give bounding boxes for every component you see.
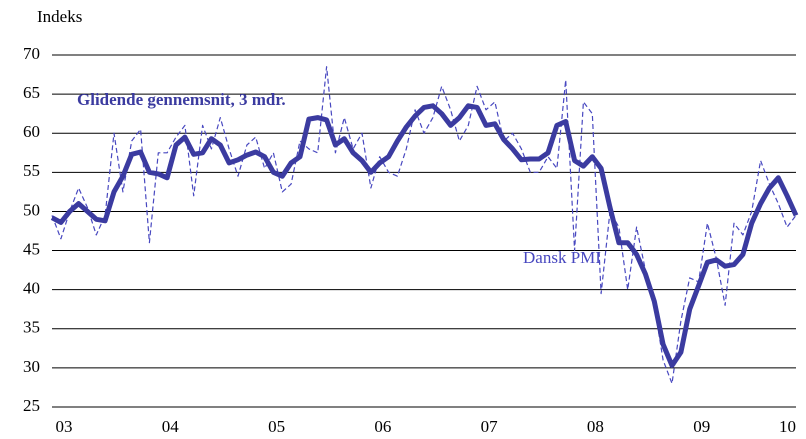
series-line: [51, 66, 797, 385]
x-tick-label: 10: [779, 417, 796, 436]
y-tick-label: 70: [23, 44, 40, 63]
x-tick-label: 06: [374, 417, 391, 436]
series-label: Glidende gennemsnit, 3 mdr.: [77, 90, 286, 109]
x-tick-label: 07: [481, 417, 499, 436]
y-tick-label: 35: [23, 318, 40, 337]
y-tick-label: 65: [23, 83, 40, 102]
y-tick-label: 50: [23, 200, 40, 219]
y-tick-label: 60: [23, 122, 40, 141]
y-tick-label: 40: [23, 279, 40, 298]
x-tick-label: 05: [268, 417, 285, 436]
x-tick-label: 03: [56, 417, 73, 436]
y-tick-label: 55: [23, 161, 40, 180]
y-tick-label: 45: [23, 239, 40, 258]
x-tick-label: 04: [162, 417, 180, 436]
x-tick-label: 09: [693, 417, 710, 436]
y-tick-label: 25: [23, 396, 40, 415]
series-label: Dansk PMI: [523, 248, 601, 267]
x-tick-label: 08: [587, 417, 604, 436]
y-axis-label: Indeks: [37, 7, 82, 26]
y-tick-label: 30: [23, 357, 40, 376]
series-line: [50, 103, 799, 368]
